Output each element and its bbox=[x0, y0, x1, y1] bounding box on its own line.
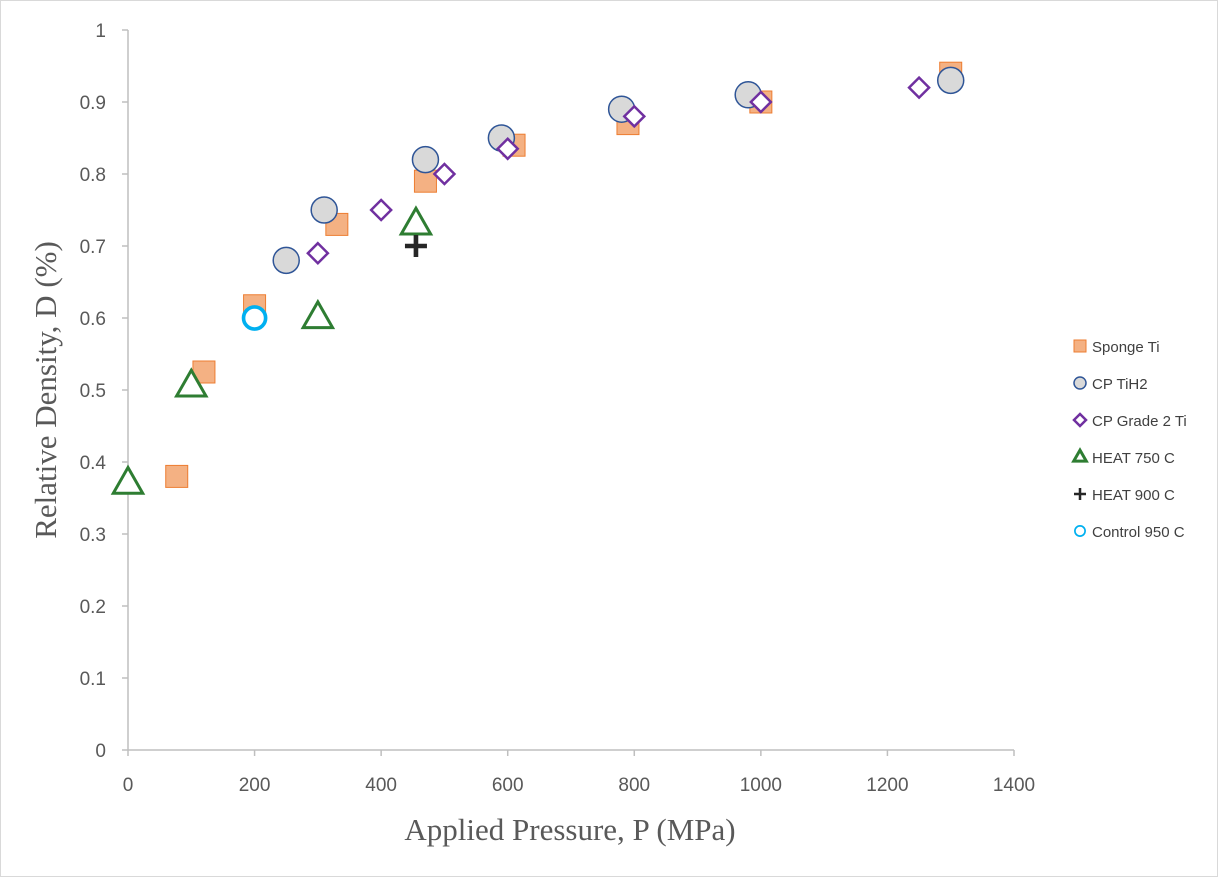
y-tick-label: 0.7 bbox=[80, 237, 106, 258]
y-tick-label: 0.8 bbox=[80, 165, 106, 186]
x-tick-label: 200 bbox=[239, 775, 271, 796]
y-tick-label: 0.9 bbox=[80, 93, 106, 114]
series-cp-grade-2-ti bbox=[306, 75, 931, 265]
data-point bbox=[936, 66, 965, 95]
data-point bbox=[110, 464, 146, 495]
data-point bbox=[413, 169, 437, 193]
legend-marker bbox=[1074, 525, 1086, 537]
legend-entry: CP TiH2 bbox=[1073, 376, 1148, 393]
y-tick-label: 1 bbox=[95, 21, 106, 42]
x-tick-label: 600 bbox=[492, 775, 524, 796]
data-point bbox=[749, 90, 773, 114]
series-heat-900-c bbox=[404, 235, 427, 257]
y-tick-label: 0.2 bbox=[80, 597, 106, 618]
y-tick-label: 0.5 bbox=[80, 381, 106, 402]
legend-label: CP Grade 2 Ti bbox=[1092, 413, 1187, 430]
x-tick-label: 400 bbox=[365, 775, 397, 796]
legend-marker bbox=[1073, 376, 1087, 390]
legend-entry: Control 950 C bbox=[1074, 524, 1185, 541]
data-point bbox=[165, 464, 189, 488]
data-point bbox=[907, 75, 931, 100]
data-point bbox=[432, 162, 457, 186]
series-control-950-c bbox=[241, 305, 268, 331]
data-point bbox=[398, 205, 434, 236]
data-point bbox=[241, 305, 268, 331]
x-tick-label: 800 bbox=[618, 775, 650, 796]
data-point bbox=[174, 367, 209, 398]
series-heat-750-c bbox=[110, 205, 434, 495]
y-tick-label: 0.1 bbox=[80, 669, 106, 690]
legend-label: CP TiH2 bbox=[1092, 376, 1148, 393]
y-tick-label: 0 bbox=[95, 741, 106, 762]
y-tick-label: 0.4 bbox=[80, 453, 107, 474]
legend-label: HEAT 900 C bbox=[1092, 487, 1175, 504]
x-tick-label: 0 bbox=[123, 775, 134, 796]
legend-entry: HEAT 900 C bbox=[1074, 487, 1175, 504]
data-point bbox=[411, 145, 440, 174]
data-marks bbox=[110, 61, 965, 495]
axes: 0 0.1 0.2 0.3 0.4 0.5 0.6 0.7 0.8 0.9 1 0 200 400 600 8… bbox=[80, 21, 1036, 796]
y-axis-title: Relative Density, D (%) bbox=[28, 241, 63, 539]
legend-entry: CP Grade 2 Ti bbox=[1072, 412, 1187, 430]
legend-marker bbox=[1072, 412, 1088, 428]
data-point bbox=[272, 246, 300, 275]
data-point bbox=[369, 198, 393, 222]
legend-entry: Sponge Ti bbox=[1073, 339, 1160, 356]
legend-label: Sponge Ti bbox=[1092, 339, 1160, 356]
x-axis-title: Applied Pressure, P (MPa) bbox=[404, 812, 735, 847]
legend-marker bbox=[1071, 447, 1089, 463]
y-tick-label: 0.3 bbox=[80, 525, 106, 546]
data-point bbox=[306, 241, 330, 265]
data-point bbox=[310, 196, 338, 224]
legend-marker bbox=[1074, 488, 1086, 500]
data-point bbox=[495, 137, 520, 161]
legend-marker bbox=[1073, 339, 1087, 353]
x-tick-label: 1000 bbox=[740, 775, 782, 796]
legend-entry: HEAT 750 C bbox=[1071, 447, 1175, 467]
y-tick-label: 0.6 bbox=[80, 309, 106, 330]
x-tick-label: 1200 bbox=[866, 775, 908, 796]
data-point bbox=[300, 298, 336, 330]
legend-label: HEAT 750 C bbox=[1092, 450, 1175, 467]
legend: Sponge Ti CP TiH2 CP Grade 2 Ti HEAT 750 C H… bbox=[1071, 339, 1187, 541]
x-tick-label: 1400 bbox=[993, 775, 1035, 796]
data-point bbox=[404, 235, 427, 257]
legend-label: Control 950 C bbox=[1092, 524, 1185, 541]
data-point bbox=[622, 104, 647, 129]
